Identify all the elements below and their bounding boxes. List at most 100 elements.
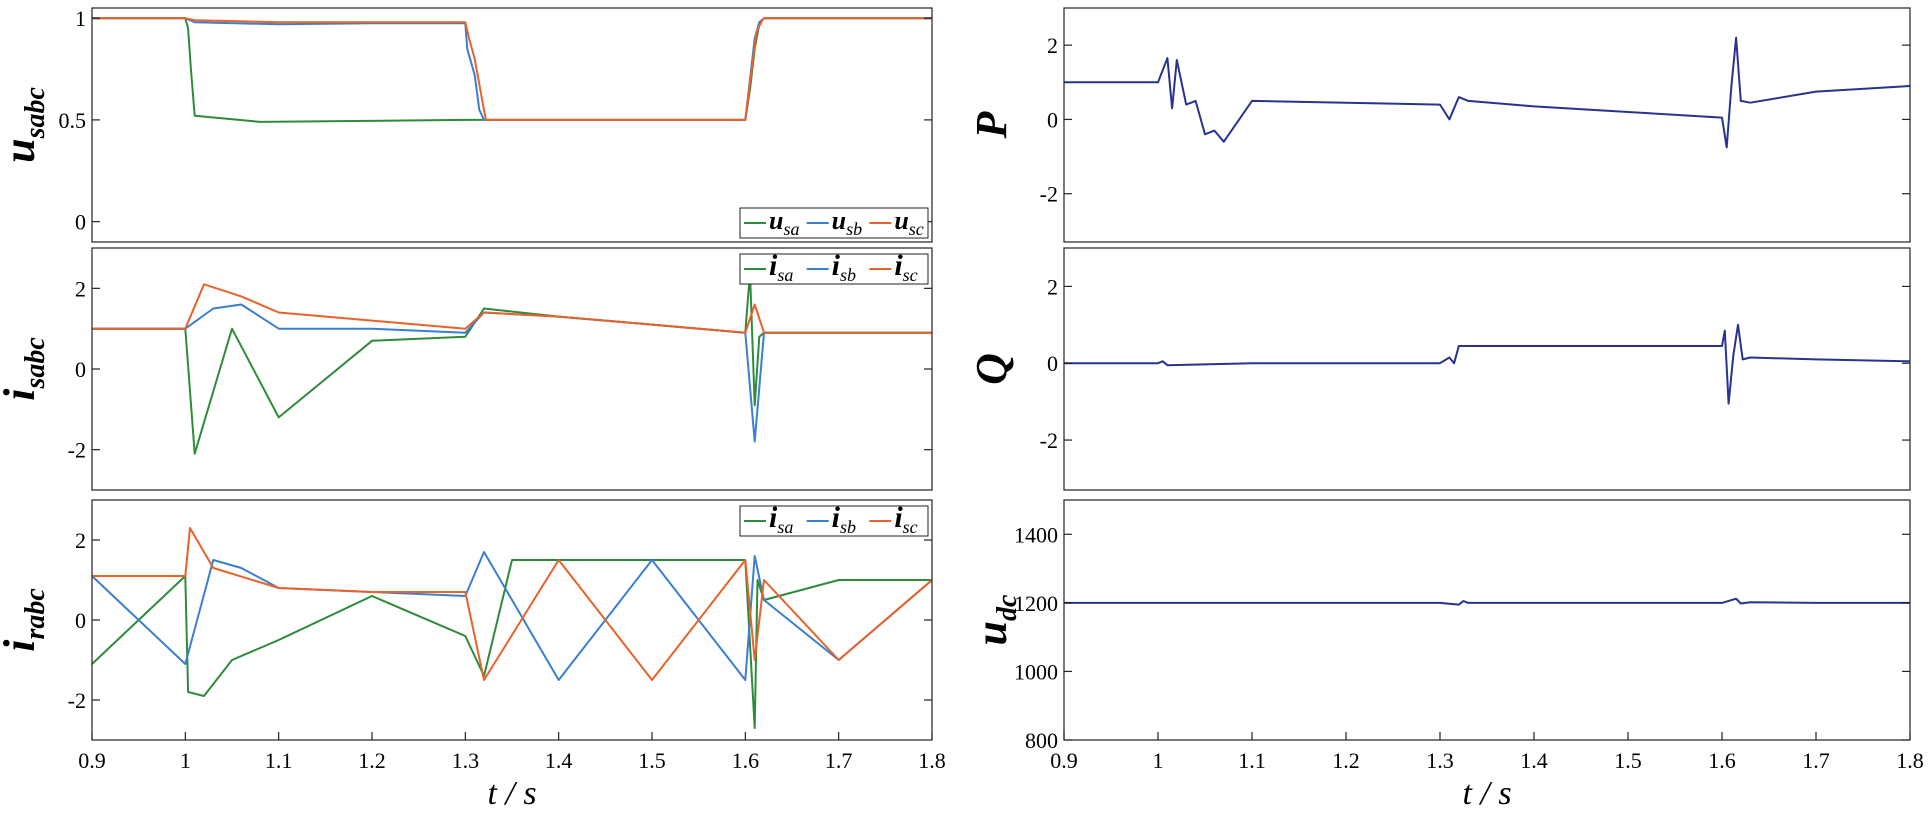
legend-label-sc: isc <box>894 501 917 537</box>
x-tick-label: 1.8 <box>1896 748 1924 773</box>
y-axis-label-sub: rabc <box>20 588 51 640</box>
legend: isa isb isc <box>739 249 929 285</box>
legend-label-sub: sa <box>783 219 799 239</box>
series-P-line <box>1064 36 1910 149</box>
y-axis-label-sub: dc <box>992 594 1023 621</box>
y-axis-label-sub: sabc <box>20 337 51 390</box>
plot-frame <box>91 7 933 243</box>
y-axis-label: Q <box>967 353 1016 385</box>
legend-label-sub: sb <box>846 219 862 239</box>
y-axis-label: P <box>967 110 1016 139</box>
legend-label-sb: isb <box>832 501 856 537</box>
legend-label-sa: isa <box>769 501 793 537</box>
plot-frame <box>1063 247 1911 491</box>
y-axis-label-main: u <box>0 138 44 162</box>
series-usb-line <box>92 17 932 121</box>
x-axis-label: t / s <box>1462 775 1511 812</box>
y-axis-label: usabc <box>0 87 51 163</box>
x-tick-label: 1.6 <box>1708 748 1736 773</box>
x-tick-label: 1.7 <box>825 748 853 773</box>
plot-frame <box>1063 7 1911 243</box>
legend-box <box>739 253 929 285</box>
y-tick-label: 2 <box>1047 274 1058 299</box>
x-tick-label: 1.5 <box>1614 748 1642 773</box>
series-irc-line <box>92 527 932 681</box>
y-tick-label: 2 <box>75 276 86 301</box>
x-tick-label: 1 <box>180 748 191 773</box>
x-tick-label: 1.2 <box>358 748 386 773</box>
x-tick-label: 1.3 <box>1426 748 1454 773</box>
legend-label-main: i <box>894 249 903 282</box>
y-tick-label: -2 <box>68 688 86 713</box>
legend-label-main: i <box>894 501 903 534</box>
legend-label-sb: usb <box>832 206 862 239</box>
x-tick-label: 1.7 <box>1802 748 1830 773</box>
legend-label-sub: sb <box>840 265 856 285</box>
legend-label-main: i <box>769 501 778 534</box>
y-axis-label: isabc <box>0 337 51 401</box>
series-Q-line <box>1064 323 1910 405</box>
legend-label-main: i <box>832 501 841 534</box>
y-tick-label: -2 <box>1040 428 1058 453</box>
panel-isabc: -202isabcisaisbisc <box>0 247 933 491</box>
series-udc-line <box>1064 597 1910 606</box>
legend-label-sub: sc <box>903 517 918 537</box>
x-tick-label: 1.1 <box>1238 748 1266 773</box>
x-tick-label: 1 <box>1153 748 1164 773</box>
legend-label-sub: sc <box>903 265 918 285</box>
y-tick-label: 0 <box>75 357 86 382</box>
legend-label-sa: usa <box>769 206 799 239</box>
legend-label-sub: sb <box>840 517 856 537</box>
y-axis-label-main: i <box>0 388 44 401</box>
legend-label-sc: usc <box>894 206 923 239</box>
legend-box <box>739 207 929 239</box>
y-tick-label: -2 <box>1040 182 1058 207</box>
y-tick-label: 0.5 <box>59 108 87 133</box>
x-tick-label: 1.8 <box>918 748 946 773</box>
y-axis-label-main: u <box>967 621 1016 645</box>
y-tick-label: 1000 <box>1014 659 1058 684</box>
legend-label-sub: sa <box>777 517 793 537</box>
y-tick-label: 0 <box>75 210 86 235</box>
series-ira-line <box>92 559 932 729</box>
legend-label-sc: isc <box>894 249 917 285</box>
panel-Q: -2 0 2 Q <box>967 247 1911 491</box>
x-tick-label: 1.4 <box>545 748 573 773</box>
legend-box <box>739 505 929 537</box>
series-usc-line <box>92 17 932 121</box>
y-axis-label-sub: sabc <box>20 87 51 140</box>
y-tick-label: 1400 <box>1014 522 1058 547</box>
y-tick-label: 800 <box>1025 728 1058 753</box>
plot-frame <box>1063 499 1911 741</box>
x-tick-label: 0.9 <box>1050 748 1078 773</box>
series-isb-line <box>92 303 932 443</box>
legend-label-sb: isb <box>832 249 856 285</box>
y-tick-label: 0 <box>1047 351 1058 376</box>
y-tick-label: 1 <box>75 6 86 31</box>
y-axis-label: irabc <box>0 588 51 652</box>
series-isa-line <box>92 271 932 455</box>
panel-P: -2 0 2 P <box>967 7 1911 243</box>
x-tick-label: 1.6 <box>732 748 760 773</box>
panel-udc: 800 1000 1200 1400 0.9 1 1.1 1.2 1.3 1.4 1.5 1.6 1.7… <box>967 499 1924 812</box>
series-irb-line <box>92 551 932 681</box>
x-tick-label: 1.1 <box>265 748 293 773</box>
legend-label-main: i <box>832 249 841 282</box>
x-tick-label: 1.3 <box>452 748 480 773</box>
y-axis-label-main: Q <box>967 353 1016 385</box>
y-tick-label: 2 <box>1047 33 1058 58</box>
x-axis-label: t / s <box>487 775 536 812</box>
legend-label-sub: sa <box>777 265 793 285</box>
legend-label-sa: isa <box>769 249 793 285</box>
x-tick-label: 0.9 <box>78 748 106 773</box>
y-tick-label: 2 <box>75 528 86 553</box>
series-usa-line <box>92 17 932 123</box>
y-tick-label: 0 <box>75 608 86 633</box>
series-isc-line <box>92 283 932 334</box>
legend: isa isb isc <box>739 501 929 537</box>
x-tick-label: 1.5 <box>638 748 666 773</box>
legend-label-sub: sc <box>909 219 924 239</box>
y-tick-label: -2 <box>68 438 86 463</box>
